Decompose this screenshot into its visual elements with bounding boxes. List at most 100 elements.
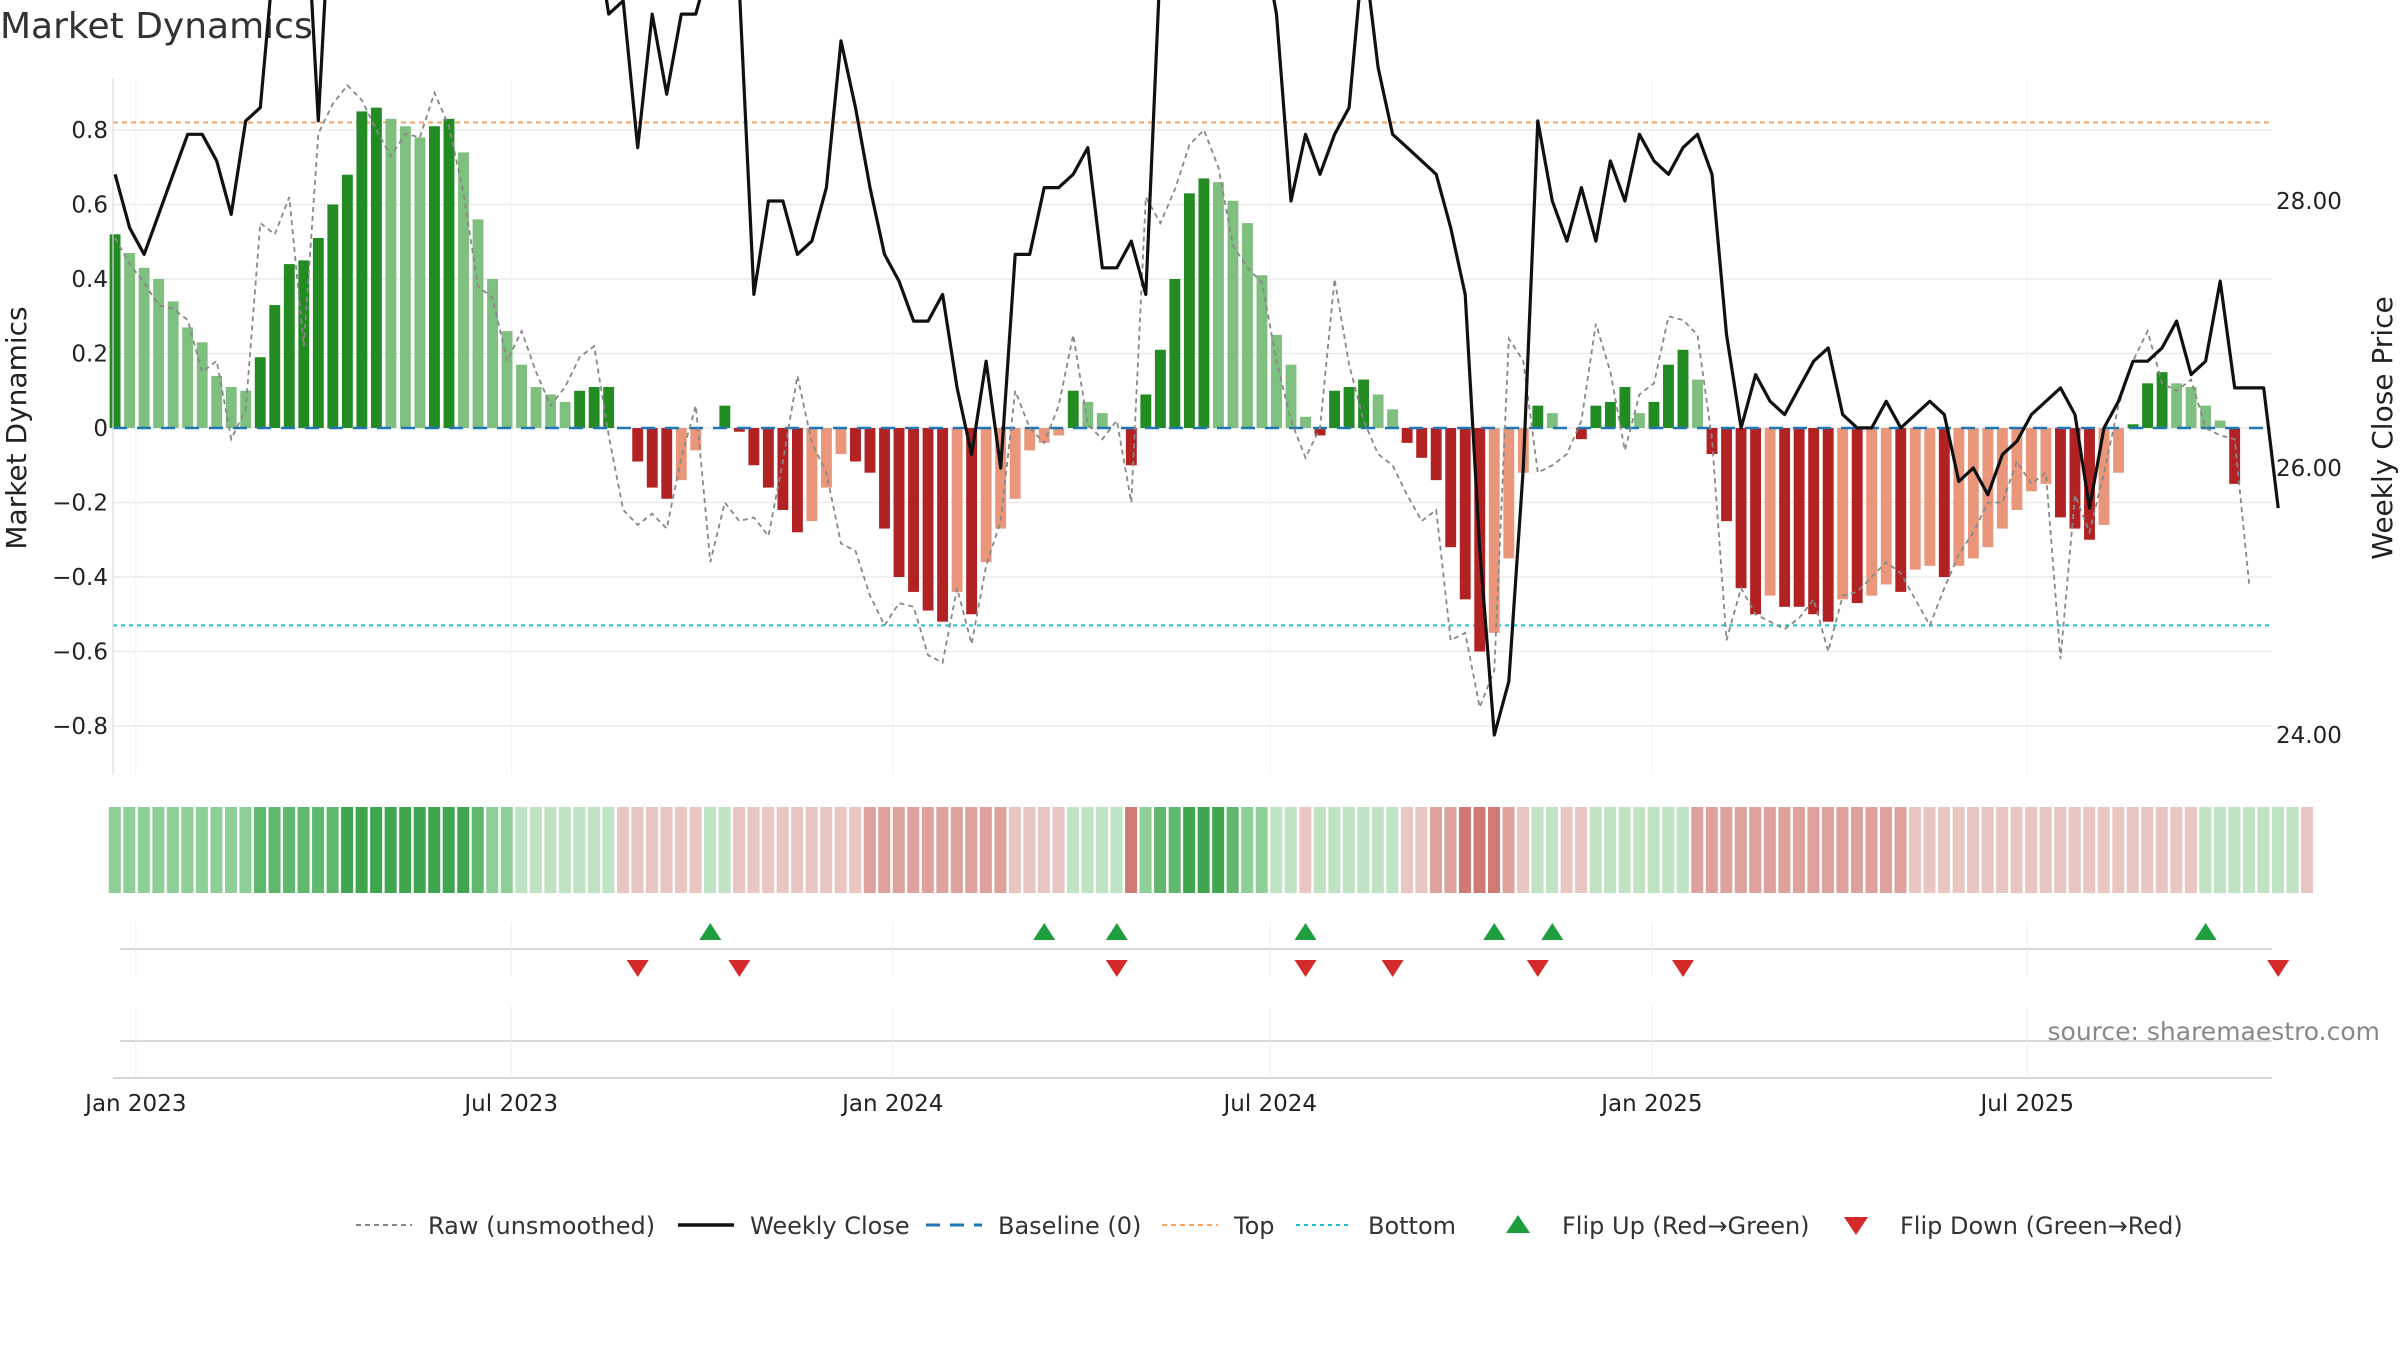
dynamics-bar bbox=[1329, 390, 1341, 428]
regime-cell bbox=[297, 807, 310, 893]
dynamics-bar bbox=[138, 267, 150, 428]
regime-cell bbox=[1357, 807, 1370, 893]
dynamics-bar bbox=[690, 428, 702, 451]
flip-up-marker bbox=[1033, 923, 1056, 940]
dynamics-bar bbox=[1009, 428, 1021, 499]
regime-cell bbox=[718, 807, 731, 893]
y-tick-label: −0.8 bbox=[52, 714, 108, 740]
legend-item: Raw (unsmoothed) bbox=[356, 1212, 655, 1240]
dynamics-bar bbox=[1735, 428, 1747, 589]
regime-cell bbox=[1313, 807, 1326, 893]
dynamics-bar bbox=[487, 279, 498, 428]
regime-cell bbox=[1705, 807, 1718, 893]
dynamics-bar bbox=[1024, 428, 1036, 451]
regime-cell bbox=[1938, 807, 1951, 893]
dynamics-bars bbox=[109, 107, 2241, 652]
dynamics-bar bbox=[995, 428, 1007, 529]
regime-cell bbox=[1139, 807, 1152, 893]
regime-cell bbox=[2068, 807, 2081, 893]
dynamics-bar bbox=[370, 107, 382, 429]
regime-cell bbox=[1749, 807, 1762, 893]
dynamics-bar bbox=[1256, 275, 1268, 428]
flip-down-marker bbox=[626, 960, 649, 977]
regime-cell bbox=[1909, 807, 1922, 893]
dynamics-bar bbox=[1154, 349, 1166, 428]
dynamics-bar bbox=[443, 118, 455, 428]
dynamics-bar bbox=[1096, 413, 1108, 428]
flip-down-marker bbox=[1105, 960, 1128, 977]
dynamics-bar bbox=[1430, 428, 1442, 481]
regime-cell bbox=[2228, 807, 2241, 893]
regime-cell bbox=[704, 807, 717, 893]
dynamics-bar bbox=[2142, 383, 2154, 428]
x-tick-label: Jul 2023 bbox=[462, 1091, 558, 1117]
regime-cell bbox=[1415, 807, 1428, 893]
regime-cell bbox=[602, 807, 615, 893]
dynamics-bar bbox=[2171, 383, 2183, 428]
regime-cell bbox=[1125, 807, 1138, 893]
legend-label: Baseline (0) bbox=[998, 1212, 1141, 1240]
regime-cell bbox=[1923, 807, 1936, 893]
regime-cell bbox=[1778, 807, 1791, 893]
dynamics-bar bbox=[1212, 182, 1224, 428]
regime-cell bbox=[1488, 807, 1501, 893]
regime-cell bbox=[2112, 807, 2125, 893]
regime-cell bbox=[239, 807, 252, 893]
regime-cell bbox=[108, 807, 121, 893]
source-note: source: sharemaestro.com bbox=[2048, 1017, 2381, 1046]
dynamics-bar bbox=[791, 428, 803, 533]
flip-down-marker bbox=[2267, 960, 2290, 977]
legend-item: Weekly Close bbox=[678, 1212, 910, 1240]
regime-cell bbox=[1865, 807, 1878, 893]
legend-item: Flip Down (Green→Red) bbox=[1844, 1212, 2183, 1240]
dynamics-bar bbox=[966, 428, 978, 615]
regime-cell bbox=[1052, 807, 1065, 893]
regime-cell bbox=[1531, 807, 1544, 893]
dynamics-bar bbox=[1125, 428, 1137, 466]
legend-label: Raw (unsmoothed) bbox=[428, 1212, 655, 1240]
y2-tick-label: 26.00 bbox=[2276, 456, 2342, 482]
regime-cell bbox=[2155, 807, 2168, 893]
dynamics-bar bbox=[1198, 178, 1210, 428]
dynamics-bar bbox=[1082, 401, 1094, 428]
dynamics-bar bbox=[2229, 428, 2241, 484]
regime-cell bbox=[1023, 807, 1036, 893]
legend-swatch bbox=[1844, 1217, 1868, 1235]
regime-cell bbox=[2286, 807, 2299, 893]
regime-cell bbox=[863, 807, 876, 893]
dynamics-bar bbox=[2084, 428, 2095, 540]
axes: −0.8 −0.6 −0.4 −0.2 0 0.2 0.4 0.6 0.8 24.00 26.00 2… bbox=[52, 78, 2342, 775]
dynamics-bar bbox=[1851, 428, 1863, 604]
dynamics-bar bbox=[1764, 428, 1776, 596]
time-axis: Jan 2023 Jul 2023 Jan 2024 Jul 2024 Jan 2025… bbox=[83, 1077, 2272, 1117]
dynamics-bar bbox=[879, 428, 890, 529]
dynamics-bar bbox=[1692, 379, 1703, 428]
regime-cell bbox=[500, 807, 513, 893]
regime-cell bbox=[283, 807, 296, 893]
dynamics-bar bbox=[269, 305, 281, 428]
regime-cell bbox=[1894, 807, 1907, 893]
dynamics-bar bbox=[733, 428, 745, 432]
regime-cell bbox=[152, 807, 165, 893]
regime-cell bbox=[312, 807, 325, 893]
dynamics-bar bbox=[1343, 387, 1355, 428]
dynamics-bar bbox=[1648, 401, 1660, 428]
dynamics-bar bbox=[1416, 428, 1428, 458]
regime-cell bbox=[675, 807, 688, 893]
dynamics-bar bbox=[1227, 200, 1239, 428]
dynamics-bar bbox=[1967, 428, 1979, 559]
regime-cell bbox=[1444, 807, 1457, 893]
regime-cell bbox=[166, 807, 179, 893]
regime-cell bbox=[1575, 807, 1588, 893]
regime-cell bbox=[1328, 807, 1341, 893]
flip-up-marker bbox=[1541, 923, 1564, 940]
regime-cell bbox=[1589, 807, 1602, 893]
regime-cell bbox=[471, 807, 484, 893]
dynamics-bar bbox=[283, 264, 295, 428]
dynamics-bar bbox=[1866, 428, 1878, 596]
regime-cell bbox=[195, 807, 208, 893]
regime-cell bbox=[1618, 807, 1631, 893]
dynamics-bar bbox=[211, 375, 223, 428]
dynamics-bar bbox=[2185, 387, 2197, 428]
regime-cell bbox=[950, 807, 963, 893]
